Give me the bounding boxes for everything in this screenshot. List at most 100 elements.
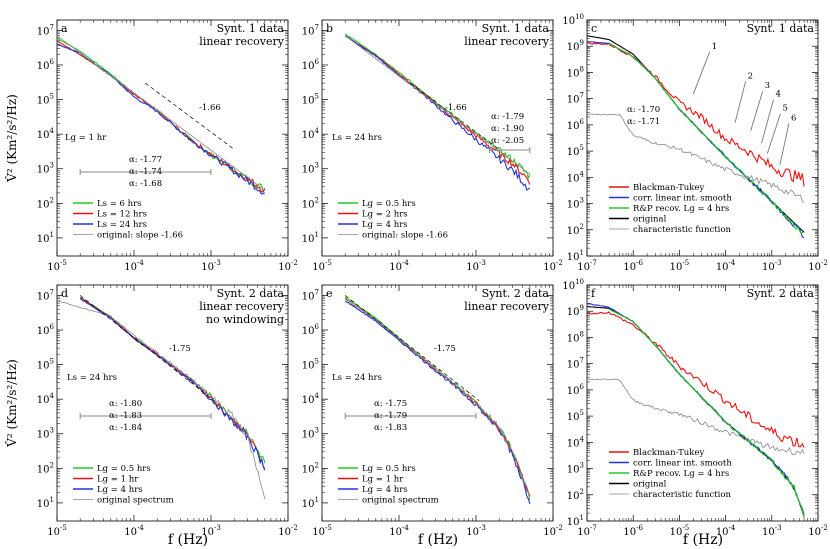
panel-title: Synt. 1 data [217, 22, 285, 35]
y-tick-label: 101 [302, 231, 319, 245]
y-tick-label: 1010 [562, 278, 584, 292]
y-tick-label: 106 [302, 323, 320, 337]
legend-label: corr. linear int. smooth [633, 459, 732, 469]
alpha-label-green: α: -1.71 [627, 117, 660, 127]
series-line-green [608, 42, 805, 234]
panel-letter: c [591, 22, 597, 35]
plot-frame [321, 19, 554, 257]
y-tick-label: 103 [567, 462, 584, 476]
panel-title: Synt. 2 data [747, 287, 815, 300]
series-line-red [587, 42, 805, 187]
x-tick-label: 10-6 [623, 259, 643, 273]
x-tick-label: 10-4 [124, 259, 144, 273]
x-axis-label: f (Hz) [168, 532, 208, 548]
series-group [587, 35, 805, 239]
series-line-gray [587, 378, 805, 456]
legend-label: Lg = 0.5 hrs [362, 464, 416, 474]
slope-reference-line [344, 295, 480, 402]
peak-label: 3 [765, 81, 770, 91]
peak-arrow [761, 99, 774, 144]
legend-label: original spectrum [97, 496, 174, 506]
y-tick-label: 101 [567, 249, 584, 263]
y-axis-label: V̂² (Km²/s²/Hz) [4, 359, 19, 448]
alpha-label-blue: α: -1.70 [627, 105, 660, 115]
y-tick-label: 108 [567, 330, 584, 344]
parameter-annotation: Ls = 24 hrs [332, 373, 382, 383]
x-tick-label: 10-4 [389, 259, 409, 273]
slope-label: -1.75 [169, 344, 191, 354]
legend-label: Lg = 4 hrs [362, 220, 408, 230]
panel-title: Synt. 1 data [482, 22, 550, 35]
x-axis-label: f (Hz) [418, 532, 458, 548]
y-tick-label: 104 [37, 392, 55, 406]
y-tick-label: 105 [567, 144, 584, 158]
peak-arrow [692, 51, 711, 95]
series-group [57, 296, 266, 500]
y-tick-label: 104 [302, 127, 320, 141]
y-tick-label: 107 [567, 357, 584, 371]
y-tick-label: 104 [302, 392, 320, 406]
y-tick-label: 104 [567, 435, 585, 449]
panel-letter: a [61, 22, 68, 35]
series-line-green [344, 33, 531, 180]
x-tick-label: 10-5 [47, 259, 67, 273]
legend-label: corr. linear int. smooth [633, 194, 732, 204]
legend-label: R&P recov. Lg = 4 hrs [633, 204, 729, 214]
alpha-label-blue: α: -2.05 [491, 136, 524, 146]
parameter-annotation: Ls = 24 hrs [67, 373, 117, 383]
series-group [344, 33, 531, 191]
panel-subtitle: linear recovery [464, 300, 549, 313]
slope-label: -1.75 [434, 344, 456, 354]
y-tick-label: 107 [37, 288, 54, 302]
y-tick-label: 105 [567, 409, 584, 423]
series-line-gray [57, 300, 266, 500]
parameter-annotation: Ls = 24 hrs [332, 133, 382, 143]
alpha-label-blue: α: -1.83 [374, 423, 407, 433]
alpha-label-green: α: -1.80 [109, 399, 142, 409]
y-tick-label: 103 [37, 427, 54, 441]
y-tick-label: 107 [567, 92, 584, 106]
panel-subtitle: linear recovery [464, 35, 549, 48]
x-tick-label: 10-2 [543, 524, 563, 538]
peak-label: 5 [782, 104, 787, 114]
series-line-blue [344, 300, 531, 505]
legend-label: original: slope -1.66 [362, 231, 448, 241]
legend-label: original [633, 480, 667, 490]
panel-letter: f [591, 287, 596, 300]
panel-title: Synt. 1 data [747, 22, 815, 35]
x-tick-label: 10-4 [124, 524, 144, 538]
x-tick-label: 10-6 [623, 524, 643, 538]
x-tick-label: 10-5 [47, 524, 67, 538]
series-line-gray [344, 298, 531, 500]
legend-label: original [633, 215, 667, 225]
y-tick-label: 106 [37, 58, 55, 72]
alpha-label-green: α: -1.75 [374, 399, 407, 409]
series-line-gray [344, 35, 531, 175]
alpha-label-red: α: -1.83 [109, 411, 142, 421]
y-tick-label: 106 [567, 118, 585, 132]
y-tick-label: 101 [567, 514, 584, 528]
panel-title: Synt. 2 data [482, 287, 550, 300]
series-line-gray [57, 35, 266, 191]
series-group [57, 35, 266, 195]
y-tick-label: 102 [567, 488, 584, 502]
legend-label: Blackman-Tukey [633, 183, 704, 193]
panel-subtitle: linear recovery [199, 35, 284, 48]
series-line-gray [587, 113, 805, 203]
x-tick-label: 10-2 [808, 524, 828, 538]
y-tick-label: 103 [567, 197, 584, 211]
y-tick-label: 104 [37, 127, 55, 141]
x-tick-label: 10-3 [762, 259, 782, 273]
panel-a: 10-5 10-4 10-3 10-2 101 102 103 104 105 106 107 a Sy… [37, 19, 298, 273]
series-line-green [57, 37, 266, 193]
panel-e: 10-5 10-4 10-3 10-2 101 102 103 104 105 106 107 e Sy… [302, 284, 563, 538]
x-tick-label: 10-5 [670, 259, 690, 273]
alpha-label-red: α: -1.79 [374, 411, 407, 421]
x-tick-label: 10-5 [312, 524, 332, 538]
legend-label: Lg = 0.5 hrs [97, 464, 151, 474]
peak-label: 1 [712, 42, 717, 52]
panel-d: 10-5 10-4 10-3 10-2 101 102 103 104 105 106 107 d Sy… [37, 284, 298, 538]
panel-letter: d [61, 287, 68, 300]
y-tick-label: 102 [37, 196, 54, 210]
